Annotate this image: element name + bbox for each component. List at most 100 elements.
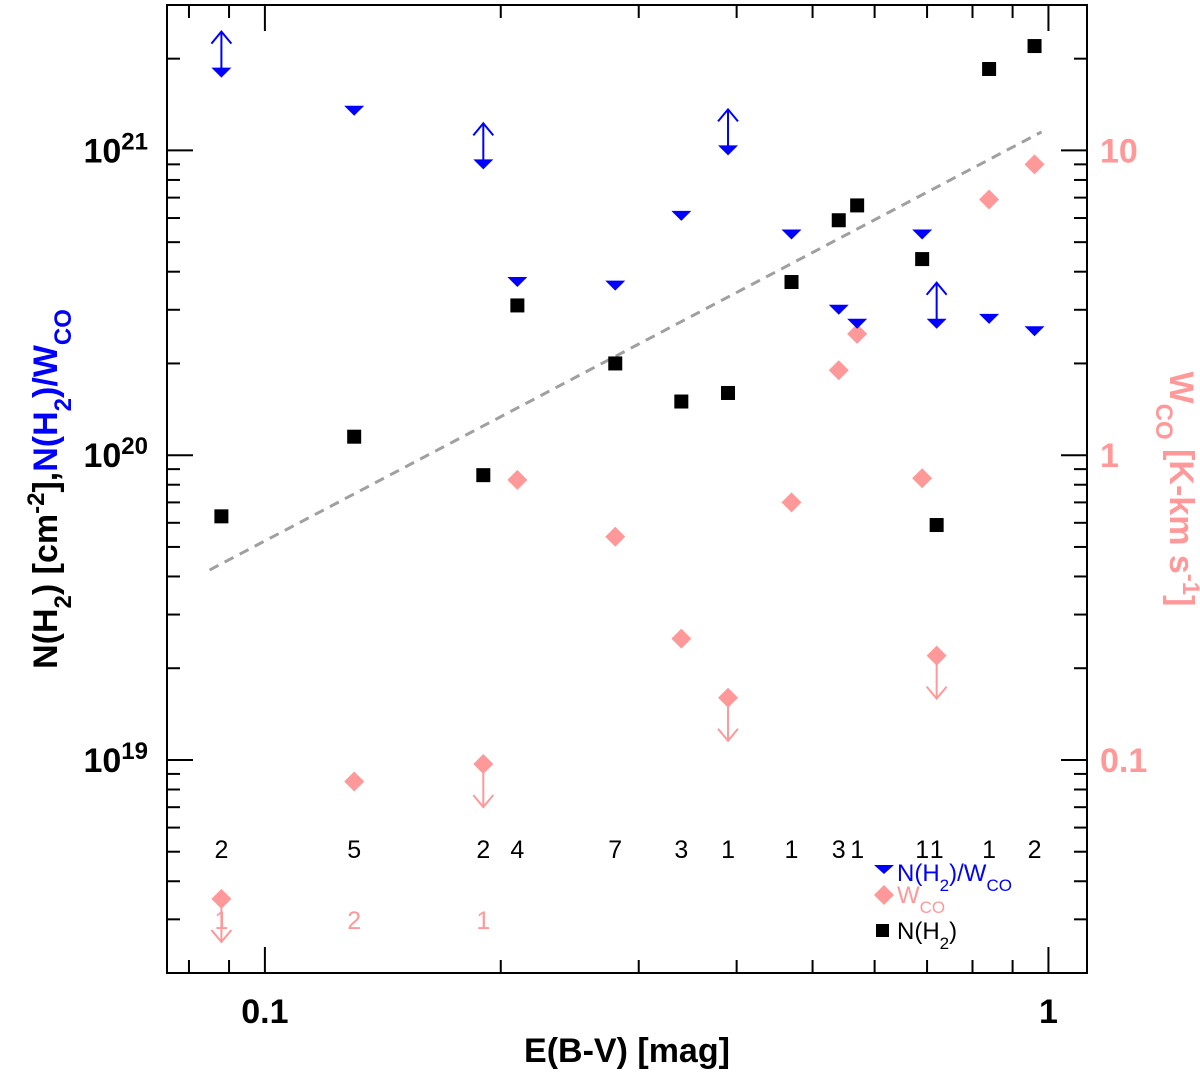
y-left-sup: -2 <box>23 493 50 514</box>
wco-point <box>211 888 232 909</box>
legend-label-ratio: N(H2)/WCO <box>897 860 1012 895</box>
wco-point <box>671 628 692 649</box>
y-right-sup: -1 <box>1178 574 1200 595</box>
ratio-point <box>926 318 947 329</box>
wco-point <box>926 645 947 666</box>
y-left-sub1: 2 <box>50 595 77 608</box>
x-tick-label: 1 <box>1039 993 1058 1031</box>
arrow-head <box>925 685 948 701</box>
nh2-point <box>476 468 491 483</box>
ratio-point <box>847 318 868 329</box>
y-right-rest: [K-km s <box>1162 440 1200 574</box>
nh2-point <box>915 252 930 267</box>
plot-frame <box>166 4 1088 974</box>
lower-limit-arrow <box>472 121 495 163</box>
ratio-point <box>344 105 365 116</box>
y-left-part5: )/W <box>27 344 65 398</box>
wco-point <box>605 526 626 547</box>
ratio-point <box>211 67 232 78</box>
ratio-point <box>979 313 1000 324</box>
y-left-sub2: 2 <box>50 398 77 411</box>
y-left-tick-label: 1019 <box>83 737 148 780</box>
arrow-head <box>210 929 233 944</box>
count-label-wco: 1 <box>214 907 228 935</box>
y-axis-title-right: WCO [K-km s-1] <box>1151 372 1200 607</box>
nh2-point <box>608 356 623 371</box>
nh2-point <box>929 518 944 533</box>
upper-limit-arrow <box>210 902 233 944</box>
legend: N(H2)/WCO WCO N(H2) <box>874 860 1012 953</box>
legend-entry-wco: WCO <box>874 882 945 917</box>
upper-limit-arrow <box>472 768 495 809</box>
wco-point <box>781 492 802 513</box>
nh2-point <box>674 394 689 409</box>
upper-limit-arrow <box>717 701 739 743</box>
wco-point <box>1024 154 1045 175</box>
y-right-tick-label: 10 <box>1100 132 1138 170</box>
count-labels: 2 5 2 4 7 3 1 1 3 1 1 1 1 21 2 1 <box>214 836 1041 935</box>
arrow-head <box>717 107 739 123</box>
nh2-point <box>784 275 799 290</box>
upper-limit-arrow <box>925 659 948 701</box>
axis-ticks <box>167 4 1087 974</box>
count-label-nh2: 2 <box>476 836 490 864</box>
x-tick-label: 0.1 <box>241 993 288 1031</box>
count-label-nh2: 1 <box>785 836 799 864</box>
y-right-sub: CO <box>1151 404 1178 440</box>
y-right-tick-label: 1 <box>1100 437 1119 475</box>
count-label-nh2: 2 <box>1028 836 1042 864</box>
fit-line-layer <box>208 130 1043 572</box>
count-label-nh2: 5 <box>347 836 361 864</box>
legend-label-wco: WCO <box>897 882 945 917</box>
tick-labels: 0.1 1 1019 1020 1021 0.1 1 10 <box>83 128 1147 1031</box>
nh2-point <box>721 385 736 400</box>
lower-limit-arrow <box>717 107 739 149</box>
ratio-point <box>473 159 494 170</box>
y-right-end: ] <box>1162 595 1200 606</box>
wco-point <box>828 360 849 381</box>
nh2-point <box>510 298 525 313</box>
nh2-point <box>850 198 865 213</box>
data-marks <box>210 30 1045 944</box>
arrow-head <box>717 728 739 743</box>
legend-label-nh2: N(H2) <box>897 918 957 953</box>
arrow-head <box>925 281 948 296</box>
fit-line <box>208 130 1043 572</box>
legend-marker-square <box>876 924 889 937</box>
arrow-head <box>472 794 495 809</box>
wco-point <box>473 754 494 775</box>
legend-entry-nh2: N(H2) <box>876 918 957 953</box>
count-label-wco: 1 <box>476 907 490 935</box>
nh2-point <box>1027 39 1042 54</box>
ratio-point <box>912 229 933 240</box>
nh2-point <box>214 509 229 524</box>
wco-point <box>847 323 868 344</box>
arrow-head <box>472 121 495 137</box>
legend-marker-diamond <box>874 885 894 905</box>
ratio-point <box>671 210 692 221</box>
y-left-part1: N(H <box>27 608 65 668</box>
legend-marker-triangle <box>874 865 894 874</box>
count-label-nh2: 3 <box>832 836 846 864</box>
y-left-tick-label: 1020 <box>83 433 148 476</box>
y-left-part2: ) [cm <box>27 514 65 595</box>
ratio-point <box>781 229 802 240</box>
count-label-nh2: 4 <box>510 836 524 864</box>
count-label-nh2: 7 <box>608 836 622 864</box>
ratio-point <box>507 277 528 288</box>
y-left-part4: N(H <box>27 411 65 471</box>
count-label-wco: 2 <box>347 907 361 935</box>
ratio-point <box>1024 326 1045 337</box>
y-axis-title-left: N(H2) [cm-2],N(H2)/WCO <box>23 309 77 669</box>
count-label-nh2: 1 <box>982 836 996 864</box>
y-right-tick-label: 0.1 <box>1100 742 1147 780</box>
nh2-point <box>982 61 997 76</box>
x-axis-title: E(B-V) [mag] <box>524 1032 730 1070</box>
y-left-sub3: CO <box>50 309 77 345</box>
count-label-nh2: 1 <box>850 836 864 864</box>
nh2-point <box>347 429 362 444</box>
arrow-head <box>210 30 233 45</box>
y-right-main: W <box>1162 372 1200 405</box>
wco-point <box>507 469 528 490</box>
